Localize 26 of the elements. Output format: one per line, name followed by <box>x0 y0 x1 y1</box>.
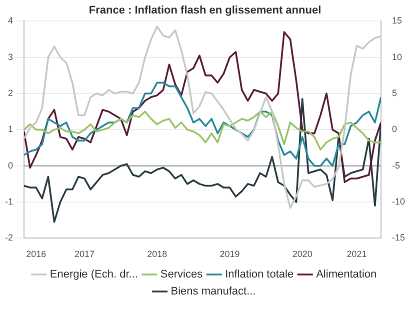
legend-label: Biens manufact... <box>170 286 256 298</box>
y-tick-label: -1 <box>4 196 13 207</box>
x-tick-label: 2016 <box>26 249 46 260</box>
y2-tick-label: 0 <box>392 124 398 134</box>
y2-tick-label: 10 <box>392 52 402 62</box>
legend-label: Alimentation <box>316 268 377 281</box>
y2-tick-label: -5 <box>392 160 400 170</box>
y2-tick-label: 5 <box>392 88 398 98</box>
y2-tick-label: -15 <box>392 232 406 243</box>
y-tick-label: 3 <box>8 52 13 62</box>
legend-label: Services <box>160 268 204 281</box>
y-tick-label: 4 <box>8 16 13 26</box>
x-tick-label: 2021 <box>346 249 367 260</box>
y-tick-label: 2 <box>8 88 13 98</box>
y-tick-label: 0 <box>8 160 13 170</box>
y2-tick-label: 15 <box>392 16 402 26</box>
legend-label: Energie (Ech. dr... <box>50 268 138 281</box>
x-tick-label: 2017 <box>74 249 95 260</box>
chart-title: France : Inflation flash en glissement annuel <box>88 4 322 17</box>
x-tick-label: 2019 <box>220 249 240 260</box>
y2-tick-label: -10 <box>392 196 406 207</box>
legend-label: Inflation totale <box>225 268 294 281</box>
y-tick-label: -2 <box>4 232 13 243</box>
x-tick-label: 2018 <box>147 249 168 260</box>
y-tick-label: 1 <box>8 124 13 134</box>
x-tick-label: 2020 <box>292 249 312 260</box>
